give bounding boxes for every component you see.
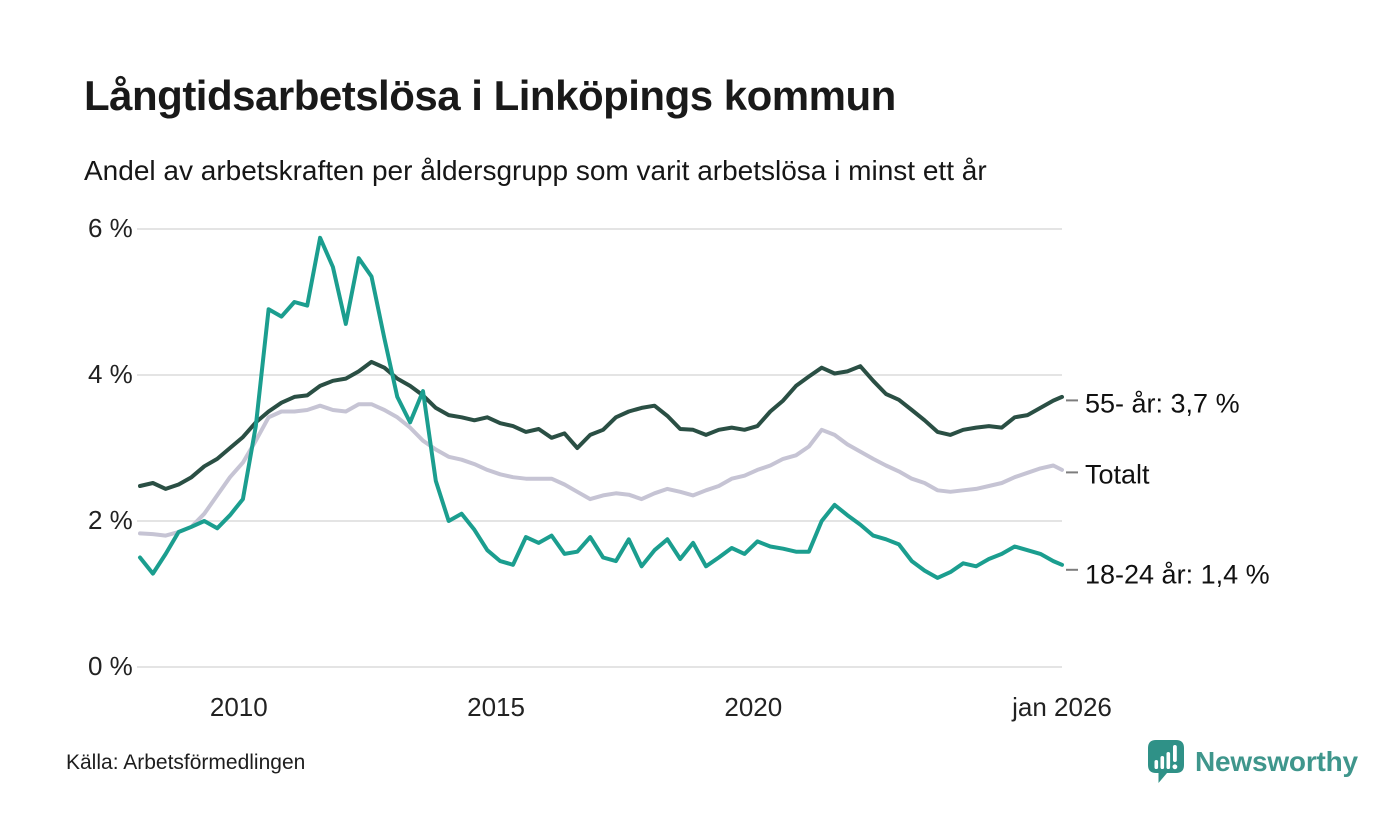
y-tick-label: 2 % [88,504,133,535]
series-end-label-totalt: Totalt [1085,459,1150,490]
y-tick-label: 6 % [88,212,133,243]
line-series-55-r [138,359,1064,491]
line-series-18-24-r [138,235,1064,580]
newsworthy-brand-text: Newsworthy [1195,745,1358,777]
x-tick-label: 2010 [209,692,268,722]
x-tick-label: 2015 [467,692,525,722]
line-series-totalt [138,402,1064,538]
newsworthy-logo[interactable]: Newsworthy [1146,738,1358,785]
x-tick-label: 2020 [724,692,783,722]
y-tick-label: 0 % [88,650,133,681]
page-title: Långtidsarbetslösa i Linköpings kommun [84,72,896,119]
y-tick-label: 4 % [88,358,133,389]
page-subtitle: Andel av arbetskraften per åldersgrupp s… [84,155,987,186]
series-end-label-55-r: 55- år: 3,7 % [1085,388,1240,419]
series-end-label-18-24-r: 18-24 år: 1,4 % [1085,559,1270,590]
source-note: Källa: Arbetsförmedlingen [66,751,306,774]
x-tick-label: jan 2026 [1012,692,1112,722]
newsworthy-logo-icon [1148,740,1184,783]
